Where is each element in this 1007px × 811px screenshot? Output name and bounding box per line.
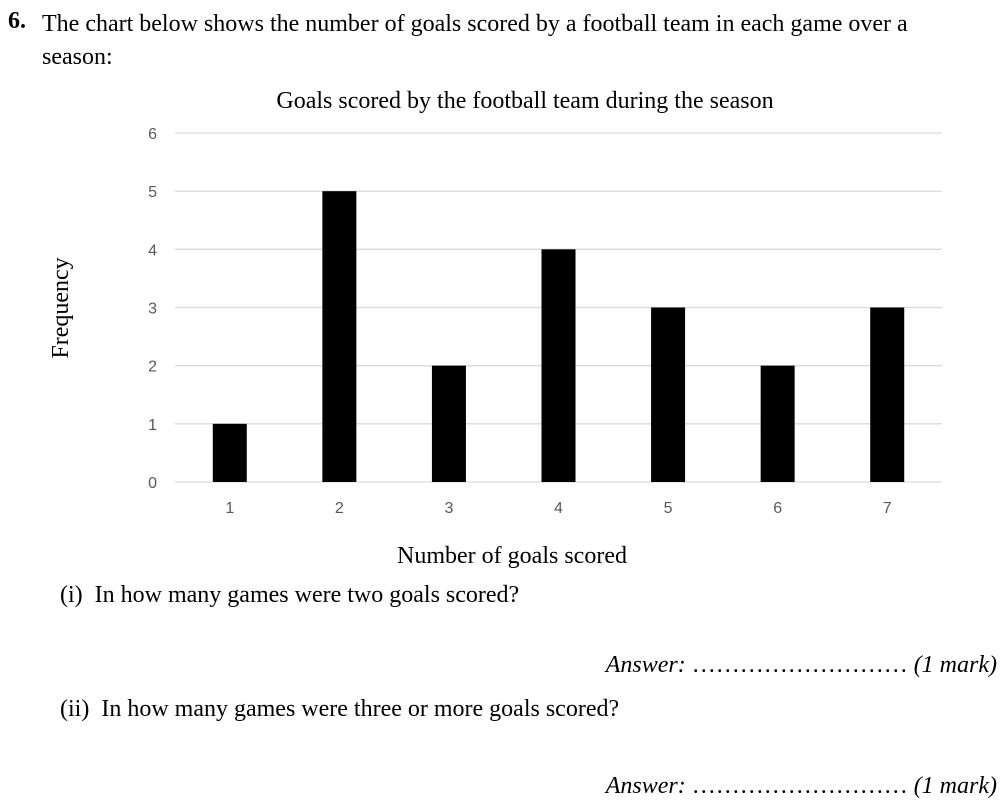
x-tick-label: 1 bbox=[225, 500, 234, 517]
y-tick-label: 2 bbox=[148, 359, 157, 376]
x-tick-label: 5 bbox=[664, 500, 673, 517]
marks-label: (1 mark) bbox=[913, 773, 997, 799]
bar-7 bbox=[870, 307, 905, 482]
bar-4 bbox=[541, 249, 576, 482]
y-tick-label: 0 bbox=[148, 475, 157, 492]
bar-3 bbox=[431, 365, 466, 482]
part-ii-answer: Answer: ……………………… (1 mark) bbox=[606, 773, 997, 800]
part-i: (i) In how many games were two goals sco… bbox=[60, 582, 519, 609]
y-tick-label: 5 bbox=[148, 184, 157, 201]
x-tick-label: 7 bbox=[883, 500, 892, 517]
y-tick-label: 1 bbox=[148, 417, 157, 434]
answer-label: Answer: bbox=[605, 652, 686, 678]
y-tick-label: 3 bbox=[148, 301, 157, 318]
bar-chart: Goals scored by the football team during… bbox=[48, 88, 942, 569]
question-text: The chart below shows the number of goal… bbox=[42, 11, 908, 70]
x-tick-label: 2 bbox=[335, 500, 344, 517]
part-ii-label: (ii) bbox=[60, 696, 90, 722]
part-i-label: (i) bbox=[60, 582, 83, 608]
y-tick-label: 4 bbox=[148, 242, 157, 259]
marks-label: (1 mark) bbox=[913, 652, 997, 678]
answer-label: Answer: bbox=[605, 773, 686, 799]
chart-title: Goals scored by the football team during… bbox=[276, 88, 773, 114]
bars bbox=[212, 191, 905, 482]
part-ii-text: In how many games were three or more goa… bbox=[101, 696, 620, 722]
bar-6 bbox=[760, 365, 795, 482]
bar-5 bbox=[651, 307, 686, 482]
bar-1 bbox=[212, 423, 247, 482]
answer-line[interactable]: ……………………… bbox=[691, 652, 908, 678]
part-i-answer: Answer: ……………………… (1 mark) bbox=[606, 652, 997, 679]
x-axis-label: Number of goals scored bbox=[397, 543, 627, 569]
question-number: 6. bbox=[8, 8, 26, 34]
x-tick-label: 4 bbox=[554, 500, 563, 517]
x-tick-labels: 1 2 3 4 5 6 7 bbox=[225, 500, 891, 517]
y-tick-label: 6 bbox=[148, 126, 157, 143]
answer-line[interactable]: ……………………… bbox=[691, 773, 908, 799]
x-tick-label: 3 bbox=[444, 500, 453, 517]
bar-2 bbox=[322, 191, 357, 482]
x-tick-label: 6 bbox=[773, 500, 782, 517]
part-ii: (ii) In how many games were three or mor… bbox=[60, 696, 619, 723]
y-tick-labels: 0 1 2 3 4 5 6 bbox=[148, 126, 157, 492]
part-i-text: In how many games were two goals scored? bbox=[94, 582, 520, 608]
y-axis-label: Frequency bbox=[48, 257, 74, 358]
